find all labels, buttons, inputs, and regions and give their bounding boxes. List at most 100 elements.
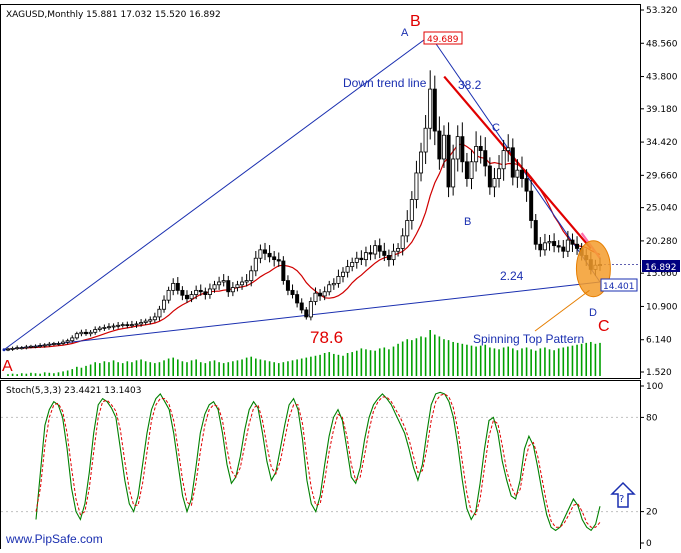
price-bar-body [51,343,56,345]
price-bar-body [184,294,189,300]
trend-line-a-to-d [3,281,601,351]
price-bar-body [272,256,277,261]
price-bar-body [180,289,185,296]
price-bar-body [74,333,79,339]
price-bar-body [313,292,318,302]
price-bar-body [33,345,38,348]
price-bar-body [359,257,364,261]
price-bar-body [102,327,107,329]
price-bar-body [419,151,424,174]
price-chart-title: XAGUSD,Monthly 15.881 17.032 15.520 16.8… [6,10,221,20]
price-bar-body [152,316,157,321]
price-bar-body [226,280,231,293]
price-ytick-label: 10.900 [646,302,678,312]
price-bar-body [519,169,524,179]
price-bar-body [308,301,313,318]
price-bar-body [125,324,130,327]
start-point-marker [2,348,6,352]
price-bar-body [212,284,217,290]
price-bar-body [217,281,222,286]
price-ytick-label: 29.660 [646,171,678,181]
price-bar-body [396,248,401,252]
price-bar-body [483,150,488,167]
price-bar-body [253,257,258,272]
price-bar-body [249,270,254,281]
price-bar-body [405,220,410,237]
price-bar-body [524,178,529,192]
price-bar-body [221,280,226,283]
price-bar-body [28,345,33,348]
price-bar-body [423,127,428,153]
price-bar-body [409,199,414,221]
price-bar-body [386,255,391,261]
price-ytick-label: 20.280 [646,237,678,247]
fib-786-label: 78.6 [310,328,343,347]
price-bar-body [478,146,483,152]
price-bar-body [65,340,70,343]
price-bar-body [134,323,139,326]
price-bar-body [198,289,203,293]
price-bar-body [331,282,336,286]
price-bar-body [93,329,98,333]
fib-382-label: 38.2 [458,78,482,92]
svg-text:?: ? [619,494,624,505]
price-bar-body [10,347,15,350]
point-b-label: B [410,13,421,30]
price-bar-body [189,294,194,300]
price-bar-body [120,324,125,327]
price-bar-body [97,327,102,330]
point-d-label: D [589,307,597,319]
price-bar-body [354,257,359,263]
price-bar-body [556,245,561,248]
current-price-label: 16.892 [645,263,677,273]
price-ytick-label: 1.520 [646,368,672,378]
price-bar-body [116,324,121,327]
price-bar-body [451,158,456,188]
price-bar-body [111,325,116,328]
price-bar-body [455,136,460,160]
price-bar-body [148,319,153,322]
price-bar-body [143,320,148,323]
price-ytick-label: 39.180 [646,105,678,115]
price-bar-body [441,134,446,160]
price-bar-body [24,346,29,349]
help-arrow-icon[interactable]: ? [610,481,636,508]
point-c-end-label: C [598,318,610,335]
price-bar-body [281,260,286,281]
price-bar-body [175,282,180,291]
price-ytick-label: 6.140 [646,336,672,346]
price-bar-body [207,288,212,295]
price-bar-body [561,246,566,252]
price-bar-body [552,241,557,247]
price-ytick-label: 34.420 [646,138,678,148]
price-bar-body [363,252,368,261]
price-bar-body [106,326,111,329]
watermark-text: www.PipSafe.com [5,532,103,546]
price-bar-body [515,169,520,178]
price-bar-body [267,252,272,258]
price-bar-body [400,235,405,249]
price-bar-body [194,289,199,295]
price-bar-body [570,239,575,245]
price-bar-body [295,294,300,304]
price-bar-body [464,161,469,179]
price-bar-body [258,249,263,259]
price-bar-body [171,282,176,291]
price-bar-body [322,291,327,297]
price-ytick-label: 25.040 [646,204,678,214]
price-bar-body [244,280,249,283]
price-bar-body [166,289,171,301]
price-bar-body [510,147,515,178]
price-bar-body [42,344,47,347]
price-bar-body [157,308,162,318]
price-panel-frame [0,4,641,379]
point-c-mid-label: C [492,122,500,134]
price-bar-body [61,341,66,344]
price-bar-body [474,146,479,163]
price-bar-body [299,302,304,311]
price-bar-body [15,347,20,350]
price-bar-body [391,250,396,261]
stoch-panel-frame [0,380,641,550]
